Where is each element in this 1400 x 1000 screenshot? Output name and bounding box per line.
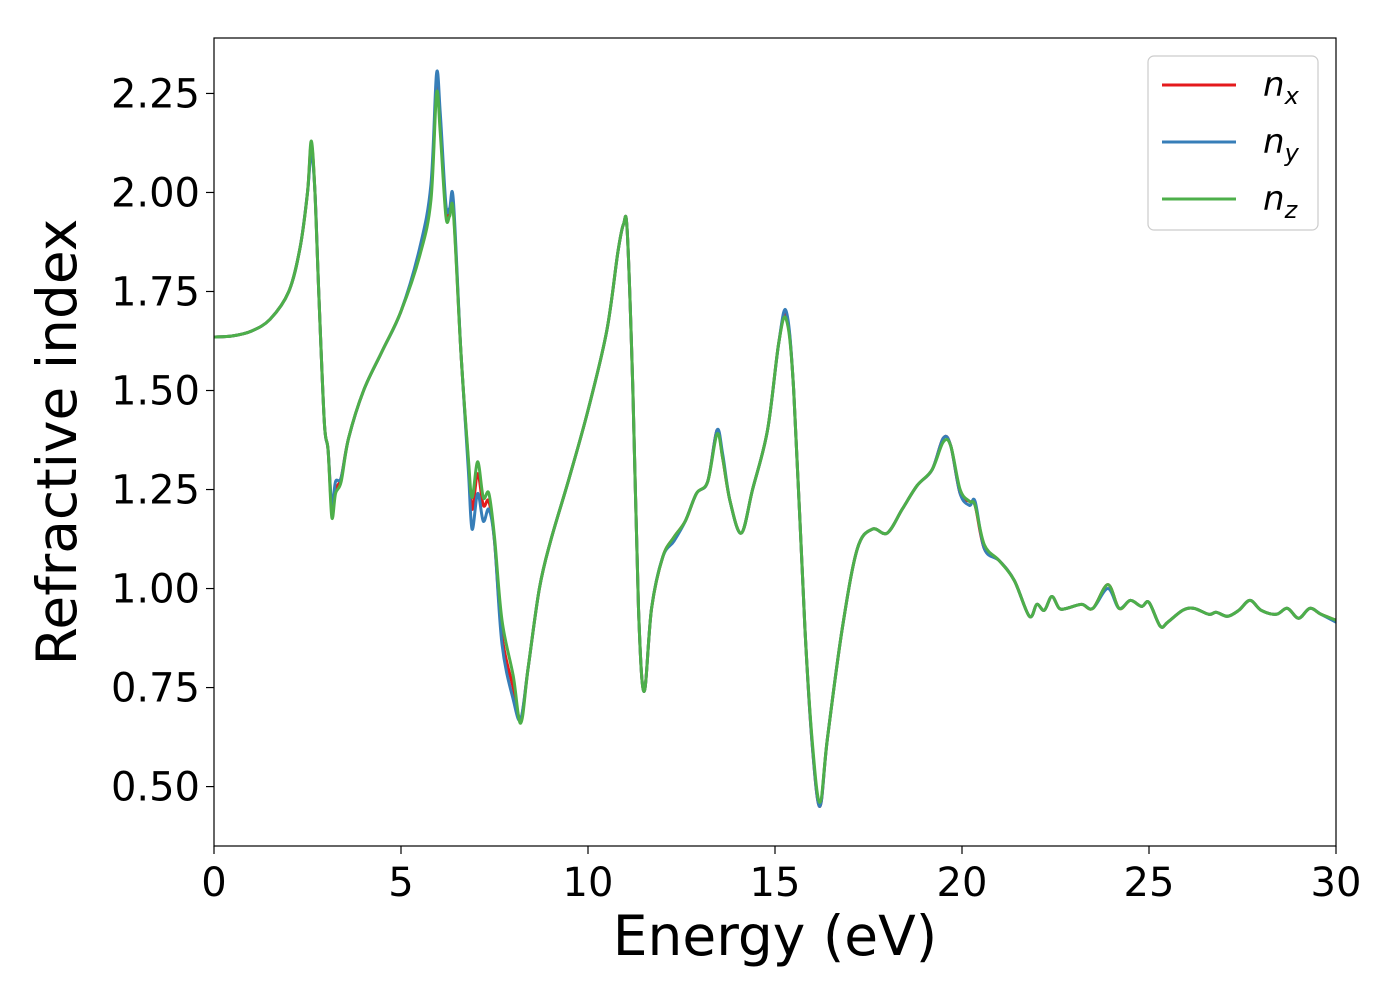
x-tick-label: 20	[937, 860, 988, 906]
x-tick-label: 5	[388, 860, 413, 906]
x-axis-label: Energy (eV)	[613, 904, 937, 968]
legend: nx ny nz	[1147, 55, 1319, 231]
x-tick-label: 0	[201, 860, 226, 906]
x-tick-label: 10	[563, 860, 614, 906]
y-axis-label: Refractive index	[25, 219, 89, 666]
y-tick-label: 1.50	[111, 369, 200, 415]
y-axis: 0.50 0.75 1.00 1.25 1.50 1.75 2.00 2.25	[111, 71, 214, 811]
series-layer	[214, 69, 1336, 808]
x-tick-label: 25	[1124, 860, 1175, 906]
series-line-z	[214, 89, 1336, 804]
y-tick-label: 2.00	[111, 170, 200, 216]
y-tick-label: 1.25	[111, 468, 200, 514]
y-tick-label: 1.00	[111, 567, 200, 613]
y-tick-label: 1.75	[111, 269, 200, 315]
x-axis: 0 5 10 15 20 25 30	[201, 846, 1361, 906]
y-tick-label: 0.75	[111, 666, 200, 712]
y-tick-label: 0.50	[111, 765, 200, 811]
x-tick-label: 15	[750, 860, 801, 906]
legend-label-x: nx	[1263, 65, 1300, 110]
x-tick-label: 30	[1311, 860, 1362, 906]
legend-label-z: nz	[1263, 179, 1299, 224]
y-tick-label: 2.25	[111, 71, 200, 117]
legend-label-y: ny	[1263, 122, 1300, 167]
